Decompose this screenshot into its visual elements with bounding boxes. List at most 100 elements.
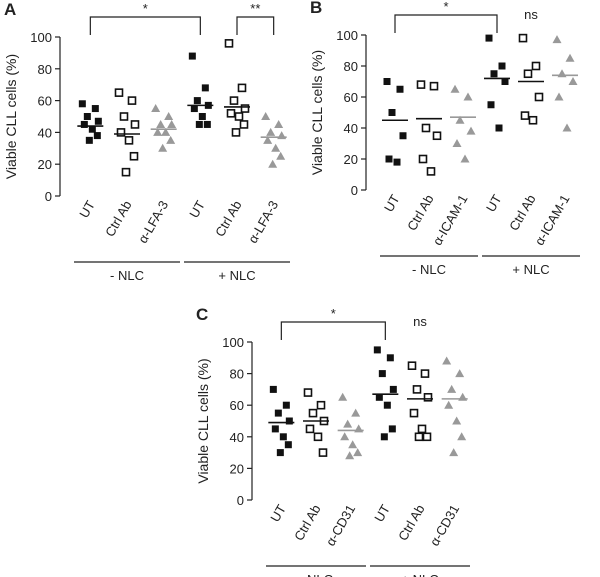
significance-bracket: [280, 321, 386, 340]
point: [396, 85, 404, 93]
point: [164, 112, 174, 120]
x-tick-label: UT: [371, 502, 393, 525]
point: [198, 113, 206, 120]
point: [127, 96, 137, 105]
point: [416, 80, 426, 89]
point: [268, 159, 278, 168]
group-label: - NLC: [110, 268, 144, 283]
point: [274, 409, 282, 417]
x-tick-label: Ctrl Ab: [404, 192, 436, 233]
point: [455, 115, 465, 124]
point: [190, 105, 198, 113]
y-axis-label: Viable CLL cells (%): [195, 358, 211, 483]
point: [83, 113, 91, 120]
significance-label: *: [331, 306, 336, 321]
point: [528, 115, 538, 125]
group-label: + NLC: [218, 268, 255, 283]
significance-label: ns: [413, 314, 427, 329]
point: [338, 392, 348, 401]
point: [407, 361, 417, 371]
point: [285, 417, 293, 425]
point: [534, 92, 544, 102]
panel-label: C: [196, 305, 208, 324]
point: [271, 143, 281, 152]
x-tick-label: Ctrl Ab: [395, 502, 427, 543]
point: [498, 62, 506, 70]
point: [426, 167, 436, 176]
x-tick-label: α-CD31: [427, 502, 463, 549]
point: [114, 88, 124, 97]
point: [343, 419, 353, 428]
point: [158, 143, 168, 152]
point: [412, 385, 422, 394]
point: [444, 400, 454, 409]
point: [124, 136, 134, 145]
point: [129, 151, 139, 161]
point: [455, 369, 465, 378]
x-tick-label: α-CD31: [323, 502, 359, 549]
point: [523, 69, 533, 79]
point: [94, 117, 102, 125]
x-tick-label: UT: [186, 198, 208, 221]
point: [466, 126, 476, 135]
point: [490, 70, 498, 78]
point: [353, 448, 363, 457]
point: [234, 112, 244, 121]
x-tick-label: UT: [267, 502, 289, 525]
significance-label: ns: [524, 7, 538, 22]
point: [193, 97, 201, 105]
point: [161, 127, 171, 136]
x-tick-label: UT: [76, 198, 98, 221]
y-tick-label: 60: [38, 94, 52, 109]
point: [195, 120, 203, 128]
point: [383, 78, 391, 85]
y-tick-label: 100: [336, 28, 358, 43]
point: [85, 136, 93, 144]
group-label: - NLC: [412, 262, 446, 277]
point: [78, 100, 86, 108]
point: [414, 432, 424, 442]
point: [457, 432, 467, 441]
point: [375, 393, 383, 401]
point: [423, 392, 433, 402]
point: [531, 61, 541, 71]
point: [226, 109, 236, 118]
point: [417, 424, 427, 434]
y-tick-label: 0: [237, 493, 244, 508]
point: [313, 432, 323, 442]
point: [340, 432, 350, 441]
point: [121, 167, 131, 177]
panel-label: A: [4, 0, 16, 19]
point: [308, 408, 318, 418]
point: [449, 448, 459, 457]
point: [520, 111, 530, 120]
y-axis-label: Viable CLL cells (%): [309, 50, 325, 175]
point: [130, 120, 140, 129]
point: [386, 354, 394, 362]
point: [460, 154, 470, 163]
y-tick-label: 60: [344, 90, 358, 105]
point: [432, 131, 442, 141]
point: [303, 388, 313, 397]
point: [316, 400, 326, 410]
point: [271, 425, 279, 433]
point: [305, 424, 315, 434]
y-tick-label: 40: [230, 430, 244, 445]
point: [442, 356, 452, 365]
point: [188, 52, 196, 60]
point: [420, 369, 430, 378]
significance-bracket: [236, 16, 275, 35]
point: [261, 112, 271, 120]
x-tick-label: Ctrl Ab: [212, 198, 244, 239]
x-tick-label: Ctrl Ab: [506, 192, 538, 233]
x-tick-label: Ctrl Ab: [102, 198, 134, 239]
significance-label: *: [143, 1, 148, 16]
y-tick-label: 20: [230, 461, 244, 476]
point: [276, 151, 286, 160]
point: [224, 39, 234, 48]
point: [487, 101, 495, 109]
point: [263, 135, 273, 144]
point: [429, 81, 439, 91]
point: [385, 155, 393, 163]
point: [450, 84, 460, 93]
